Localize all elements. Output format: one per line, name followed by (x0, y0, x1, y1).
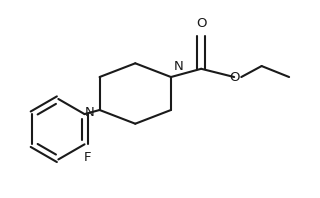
Text: O: O (196, 17, 206, 30)
Text: N: N (174, 60, 183, 73)
Text: N: N (84, 106, 94, 119)
Text: O: O (229, 70, 239, 84)
Text: F: F (84, 151, 91, 164)
